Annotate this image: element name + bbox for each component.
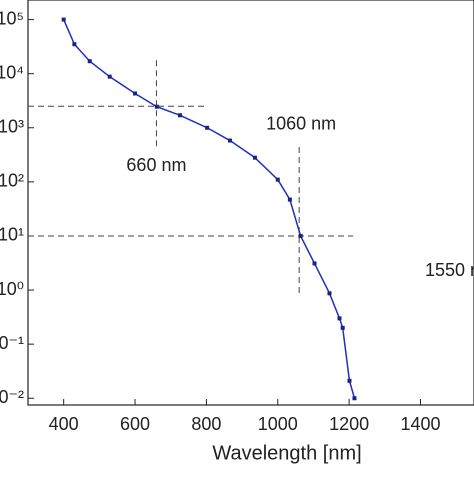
data-point	[327, 291, 332, 296]
plot-frame	[27, 0, 474, 406]
y-tick-label: 10⁰	[0, 279, 24, 299]
marker-label: 1060 nm	[266, 114, 336, 134]
x-axis-label: Wavelength [nm]	[212, 442, 361, 464]
x-tick-label: 800	[191, 414, 221, 434]
marker-label: 660 nm	[126, 155, 186, 175]
data-point	[298, 233, 303, 238]
data-point	[87, 59, 92, 64]
series-line	[62, 19, 356, 399]
data-point	[312, 261, 317, 266]
annotation: 1550 nm	[425, 260, 474, 280]
y-tick-label: 10²	[0, 171, 24, 191]
x-tick-label: 1400	[400, 414, 440, 434]
data-point	[287, 197, 292, 202]
x-tick-label: 1000	[258, 414, 298, 434]
y-tick-label: 10⁻²	[0, 387, 24, 407]
y-tick-label: 10¹	[0, 225, 24, 245]
data-point	[154, 104, 159, 109]
data-point	[352, 396, 357, 401]
data-point	[133, 91, 138, 96]
x-tick-label: 400	[49, 414, 79, 434]
data-point	[61, 17, 66, 22]
data-point	[252, 155, 257, 160]
x-tick-label: 1200	[329, 414, 369, 434]
data-point	[107, 74, 112, 79]
data-point	[337, 316, 342, 321]
data-point	[340, 325, 345, 330]
data-point	[205, 125, 210, 130]
y-tick-label: 10⁴	[0, 62, 24, 82]
data-point	[177, 113, 182, 118]
data-point	[347, 378, 352, 383]
x-tick-label: 600	[120, 414, 150, 434]
data-point	[275, 177, 280, 182]
y-tick-label: 10³	[0, 117, 24, 137]
y-tick-label: 10⁵	[0, 8, 24, 28]
data-point	[72, 42, 77, 47]
y-tick-label: 10⁻¹	[0, 333, 24, 353]
data-point	[227, 138, 232, 143]
